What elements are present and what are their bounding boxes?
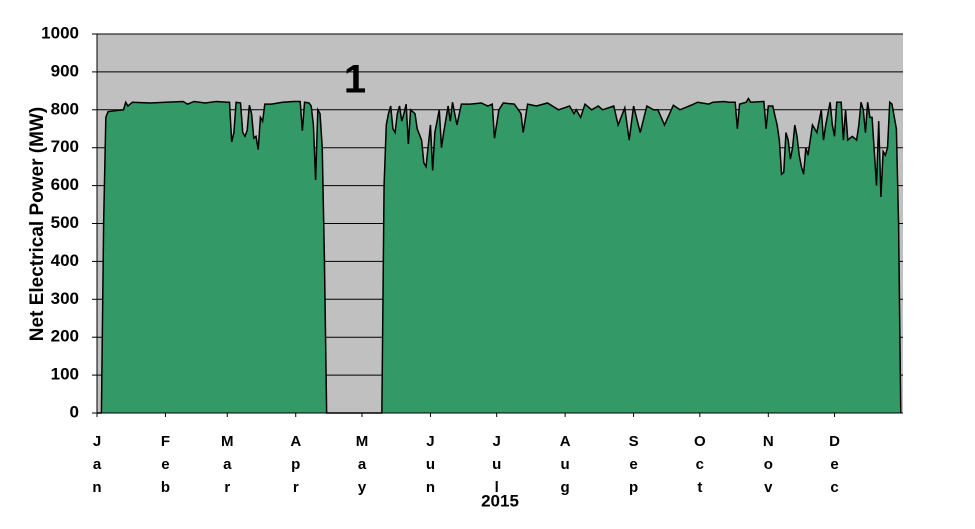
y-tick-label: 400 xyxy=(51,251,79,270)
x-tick-label: Jun xyxy=(422,433,439,502)
x-tick-label: May xyxy=(353,433,370,502)
y-tick-label: 500 xyxy=(51,213,79,232)
x-tick-label: Sep xyxy=(625,433,642,502)
y-tick-label: 0 xyxy=(70,402,79,421)
y-tick-label: 100 xyxy=(51,365,79,384)
x-tick-label: Nov xyxy=(760,433,777,502)
y-tick-label: 700 xyxy=(51,137,79,156)
y-tick-label: 600 xyxy=(51,175,79,194)
y-tick-label: 1000 xyxy=(41,23,79,42)
y-tick-label: 900 xyxy=(51,61,79,80)
line xyxy=(97,96,902,414)
y-tick-label: 800 xyxy=(51,99,79,118)
y-axis-label: Net Electrical Power (MW) xyxy=(27,107,48,341)
x-tick-label: Oct xyxy=(691,433,708,502)
x-tick-label: Mar xyxy=(219,433,236,502)
x-tick-label: Aug xyxy=(557,433,574,502)
x-tick-label: Jan xyxy=(89,433,106,502)
x-axis-label: 2015 xyxy=(481,491,519,510)
y-tick-label: 200 xyxy=(51,327,79,346)
x-tick-label: Apr xyxy=(287,433,304,502)
chart-title: 1 xyxy=(344,58,366,102)
x-tick-label: Jul xyxy=(488,433,505,502)
area xyxy=(97,98,901,414)
y-tick-label: 300 xyxy=(51,289,79,308)
x-tick-label: Feb xyxy=(157,433,174,502)
x-tick-label: Dec xyxy=(826,433,843,502)
